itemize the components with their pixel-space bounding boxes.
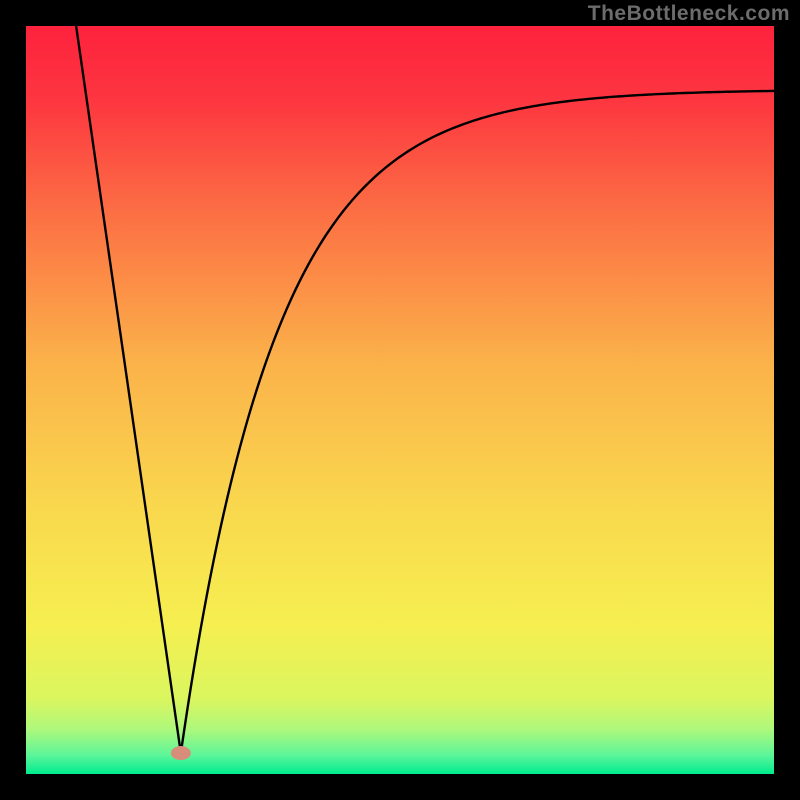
gradient-background xyxy=(26,26,774,774)
watermark-text: TheBottleneck.com xyxy=(588,2,790,26)
chart-svg xyxy=(0,0,800,800)
chart-container: TheBottleneck.com xyxy=(0,0,800,800)
optimum-marker xyxy=(171,746,191,760)
